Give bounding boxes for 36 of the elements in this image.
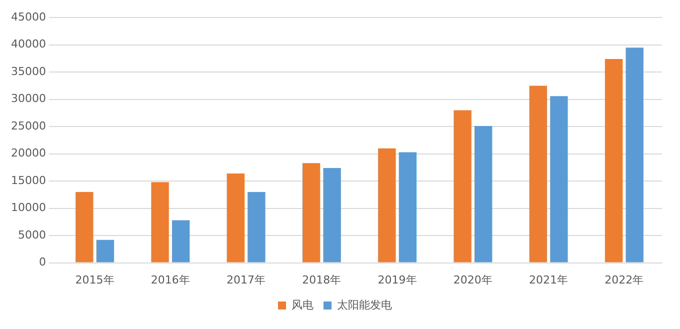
bar xyxy=(378,148,396,262)
bar xyxy=(626,48,644,262)
bar xyxy=(323,168,341,262)
bar xyxy=(454,110,472,262)
bar xyxy=(474,126,492,262)
bar xyxy=(604,59,623,262)
legend-label: 太阳能发电 xyxy=(337,298,392,312)
bar xyxy=(248,192,266,262)
y-tick-label: 25000 xyxy=(10,119,46,132)
y-tick-label: 5000 xyxy=(18,228,46,242)
y-tick-label: 15000 xyxy=(10,174,46,187)
bar xyxy=(302,163,320,262)
x-tick-label: 2021年 xyxy=(529,273,568,286)
y-tick-label: 45000 xyxy=(10,10,46,24)
x-tick-label: 2022年 xyxy=(604,273,644,286)
y-tick-label: 10000 xyxy=(10,201,46,214)
x-tick-label: 2020年 xyxy=(453,273,492,286)
bar xyxy=(398,152,417,262)
y-tick-label: 30000 xyxy=(10,92,46,106)
bar xyxy=(226,173,244,262)
x-tick-label: 2018年 xyxy=(302,273,342,286)
bar xyxy=(529,86,547,262)
bar xyxy=(550,96,568,262)
y-tick-label: 35000 xyxy=(10,64,46,78)
bar xyxy=(172,220,190,262)
x-tick-label: 2016年 xyxy=(150,273,190,286)
x-tick-label: 2019年 xyxy=(378,273,417,286)
y-tick-label: 40000 xyxy=(10,38,46,51)
y-tick-label: 20000 xyxy=(10,146,46,160)
legend-label: 风电 xyxy=(292,298,314,312)
bar xyxy=(151,182,169,262)
bar xyxy=(96,240,114,262)
x-tick-label: 2015年 xyxy=(75,273,114,286)
y-tick-label: 0 xyxy=(38,256,46,269)
x-tick-label: 2017年 xyxy=(226,273,266,286)
bar xyxy=(76,192,94,262)
